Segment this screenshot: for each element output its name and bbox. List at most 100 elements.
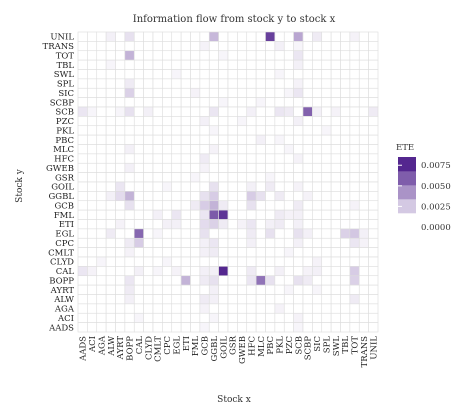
heatmap-cell [312, 172, 323, 183]
heatmap-cell [358, 275, 369, 286]
heatmap-cell [246, 50, 257, 61]
heatmap-cell [199, 87, 210, 98]
heatmap-cell [293, 191, 304, 202]
heatmap-cell [340, 181, 351, 192]
heatmap-cell [227, 69, 238, 80]
y-tick-label: SWL [54, 70, 75, 80]
heatmap-cell [162, 69, 173, 80]
heatmap-cell [162, 303, 173, 314]
heatmap-cell [133, 228, 144, 239]
heatmap-cell [133, 247, 144, 258]
heatmap-cell [96, 50, 107, 61]
heatmap-cell [283, 162, 294, 173]
colorbar-segment [398, 185, 416, 200]
heatmap-cell [115, 312, 126, 323]
heatmap-cell [368, 312, 379, 323]
heatmap-cell [227, 59, 238, 70]
heatmap-cell [143, 87, 154, 98]
heatmap-cell [208, 87, 219, 98]
heatmap-cell [302, 284, 313, 295]
heatmap-cell [218, 116, 229, 127]
heatmap-cell [312, 50, 323, 61]
heatmap-cell [77, 228, 88, 239]
heatmap-cell [208, 116, 219, 127]
heatmap-cell [77, 200, 88, 211]
heatmap-cell [162, 284, 173, 295]
heatmap-cell [190, 116, 201, 127]
heatmap-cell [152, 312, 163, 323]
heatmap-cell [368, 247, 379, 258]
heatmap-cell [274, 200, 285, 211]
heatmap-cell [180, 303, 191, 314]
heatmap-cell [330, 162, 341, 173]
heatmap-cell [237, 106, 248, 117]
heatmap-cell [321, 125, 332, 136]
heatmap-cell [312, 209, 323, 220]
heatmap-cell [293, 256, 304, 267]
heatmap-cell [293, 247, 304, 258]
heatmap-cell [152, 284, 163, 295]
heatmap-cell [105, 116, 116, 127]
heatmap-cell [180, 219, 191, 230]
heatmap-cell [199, 97, 210, 108]
heatmap-cell [190, 125, 201, 136]
heatmap-cell [199, 266, 210, 277]
heatmap-cell [143, 153, 154, 164]
x-tick-label: EGL [172, 336, 182, 355]
heatmap-cell [368, 237, 379, 248]
heatmap-cell [368, 69, 379, 80]
heatmap-cell [358, 247, 369, 258]
heatmap-cell [199, 312, 210, 323]
heatmap-cell [274, 116, 285, 127]
heatmap-cell [124, 69, 135, 80]
heatmap-cell [237, 31, 248, 42]
heatmap-cell [330, 284, 341, 295]
y-tick-label: HFC [54, 155, 74, 165]
heatmap-cell [227, 181, 238, 192]
heatmap-cell [237, 97, 248, 108]
heatmap-cell [171, 303, 182, 314]
heatmap-cell [349, 303, 360, 314]
heatmap-cell [283, 275, 294, 286]
heatmap-cell [302, 144, 313, 155]
heatmap-cell [358, 106, 369, 117]
heatmap-cell [208, 312, 219, 323]
heatmap-cell [302, 256, 313, 267]
heatmap-cell [302, 172, 313, 183]
heatmap-cell [302, 116, 313, 127]
heatmap-cell [87, 69, 98, 80]
heatmap-cell [96, 294, 107, 305]
heatmap-cell [77, 209, 88, 220]
heatmap-cell [87, 181, 98, 192]
heatmap-cell [162, 59, 173, 70]
heatmap-cell [330, 59, 341, 70]
x-tick-label: ALW [107, 336, 117, 357]
heatmap-cell [143, 191, 154, 202]
heatmap-cell [115, 266, 126, 277]
heatmap-cell [358, 134, 369, 145]
heatmap-cell [330, 116, 341, 127]
heatmap-cell [302, 266, 313, 277]
heatmap-cell [283, 322, 294, 333]
colorbar-tick-label: 0.0075 [421, 161, 451, 171]
heatmap-cell [265, 294, 276, 305]
heatmap-cell [358, 116, 369, 127]
heatmap-cell [180, 134, 191, 145]
heatmap-cell [330, 303, 341, 314]
heatmap-cell [218, 153, 229, 164]
heatmap-cell [96, 69, 107, 80]
heatmap-cell [208, 50, 219, 61]
heatmap-cell [124, 87, 135, 98]
heatmap-cell [265, 322, 276, 333]
x-tick-label: SWL [332, 336, 342, 357]
heatmap-cell [349, 87, 360, 98]
heatmap-cell [330, 247, 341, 258]
heatmap-cell [115, 134, 126, 145]
heatmap-cell [274, 294, 285, 305]
heatmap-cell [283, 97, 294, 108]
heatmap-cell [330, 219, 341, 230]
heatmap-cell [180, 237, 191, 248]
heatmap-cell [115, 31, 126, 42]
heatmap-cell [105, 322, 116, 333]
heatmap-cell [246, 172, 257, 183]
